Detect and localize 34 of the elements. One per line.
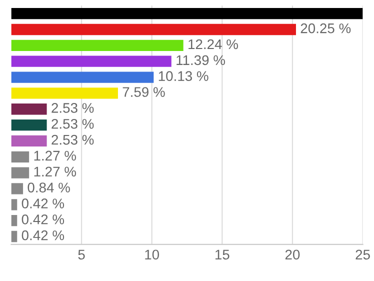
data-label: 20.25 % [300,23,351,34]
bar [11,24,296,36]
data-label: 7.59 % [122,87,165,97]
x-tick-label: 10 [145,250,160,260]
bar [11,40,184,51]
x-tick-label: 5 [78,250,85,260]
data-label: 0.42 % [22,230,64,240]
bar [11,199,18,210]
x-tick-label: 25 [356,250,370,260]
data-label: 12.24 % [188,39,238,50]
bar [11,104,47,115]
data-label: 0.42 % [22,214,64,224]
data-label: 2.53 % [52,103,94,113]
bar [11,135,47,147]
bar [11,167,30,178]
bar [11,8,363,20]
bar [11,230,18,242]
data-label: 2.53 % [52,118,94,129]
x-tick-label: 15 [215,250,230,260]
data-label: 2.53 % [52,134,94,145]
bar [11,88,118,99]
bar [11,119,47,131]
bar [11,183,24,194]
bar [11,151,30,162]
bar [11,56,172,67]
data-label: 10.13 % [158,71,208,82]
data-label: 0.84 % [28,182,70,192]
data-label: 0.42 % [22,198,64,208]
x-tick-label: 20 [285,250,300,260]
data-label: 1.27 % [34,166,76,176]
data-label: 11.39 % [176,55,226,66]
data-label: 1.27 % [34,150,76,161]
bar [11,215,18,226]
bar [11,72,154,83]
